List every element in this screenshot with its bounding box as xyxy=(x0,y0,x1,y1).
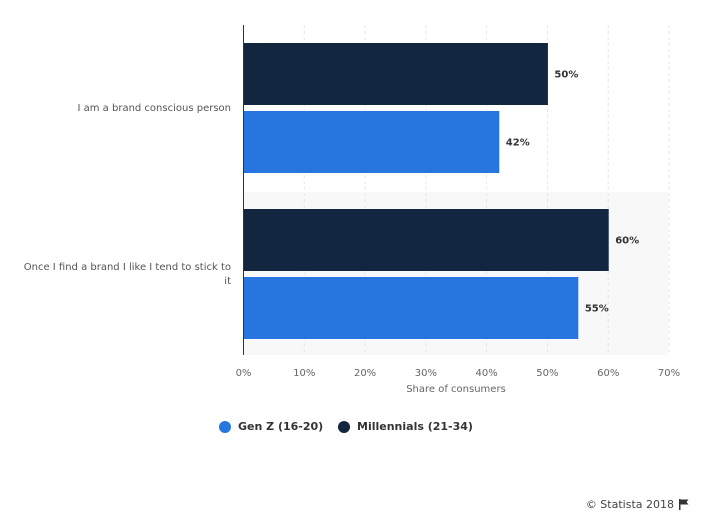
bar[interactable] xyxy=(244,277,579,339)
legend-item-millennials[interactable]: Millennials (21-34) xyxy=(338,420,473,433)
x-tick-label: 60% xyxy=(597,368,619,379)
credit-text: © Statista 2018 xyxy=(585,498,674,511)
statista-credit[interactable]: © Statista 2018 xyxy=(586,498,689,511)
bar-value-label: 50% xyxy=(554,70,578,81)
legend: Gen Z (16-20) Millennials (21-34) xyxy=(0,420,713,438)
bar-value-label: 60% xyxy=(615,236,639,247)
legend-item-gen-z[interactable]: Gen Z (16-20) xyxy=(219,420,323,433)
bars-group: 50% 42% 60% 55% xyxy=(244,43,639,339)
x-axis-title: Share of consumers xyxy=(406,384,506,395)
x-tick-label: 70% xyxy=(658,368,680,379)
x-tick-label: 20% xyxy=(354,368,376,379)
bar[interactable] xyxy=(244,43,548,105)
legend-label-millennials: Millennials (21-34) xyxy=(357,420,473,433)
x-tick-label: 0% xyxy=(236,368,252,379)
x-tick-labels: 0% 10% 20% 30% 40% 50% 60% 70% xyxy=(236,368,681,379)
category-label-brand-conscious: I am a brand conscious person xyxy=(77,103,232,114)
x-tick-label: 10% xyxy=(293,368,315,379)
bar-chart: 50% 42% 60% 55% 0% 10% 20% 30% 40% 50% 60% 70% Sha… xyxy=(236,25,681,395)
legend-dot-gen-z xyxy=(219,420,231,433)
bar[interactable] xyxy=(244,209,609,271)
bar-value-label: 55% xyxy=(585,304,609,315)
x-tick-label: 50% xyxy=(536,368,558,379)
bar[interactable] xyxy=(244,111,500,173)
legend-dot-millennials xyxy=(338,420,350,433)
flag-icon xyxy=(679,499,689,510)
category-label-stick-to-brand: Once I find a brand I like I tend to sti… xyxy=(23,262,231,287)
legend-label-gen-z: Gen Z (16-20) xyxy=(238,420,324,433)
x-tick-label: 40% xyxy=(476,368,498,379)
bar-value-label: 42% xyxy=(506,138,530,149)
x-tick-label: 30% xyxy=(415,368,437,379)
